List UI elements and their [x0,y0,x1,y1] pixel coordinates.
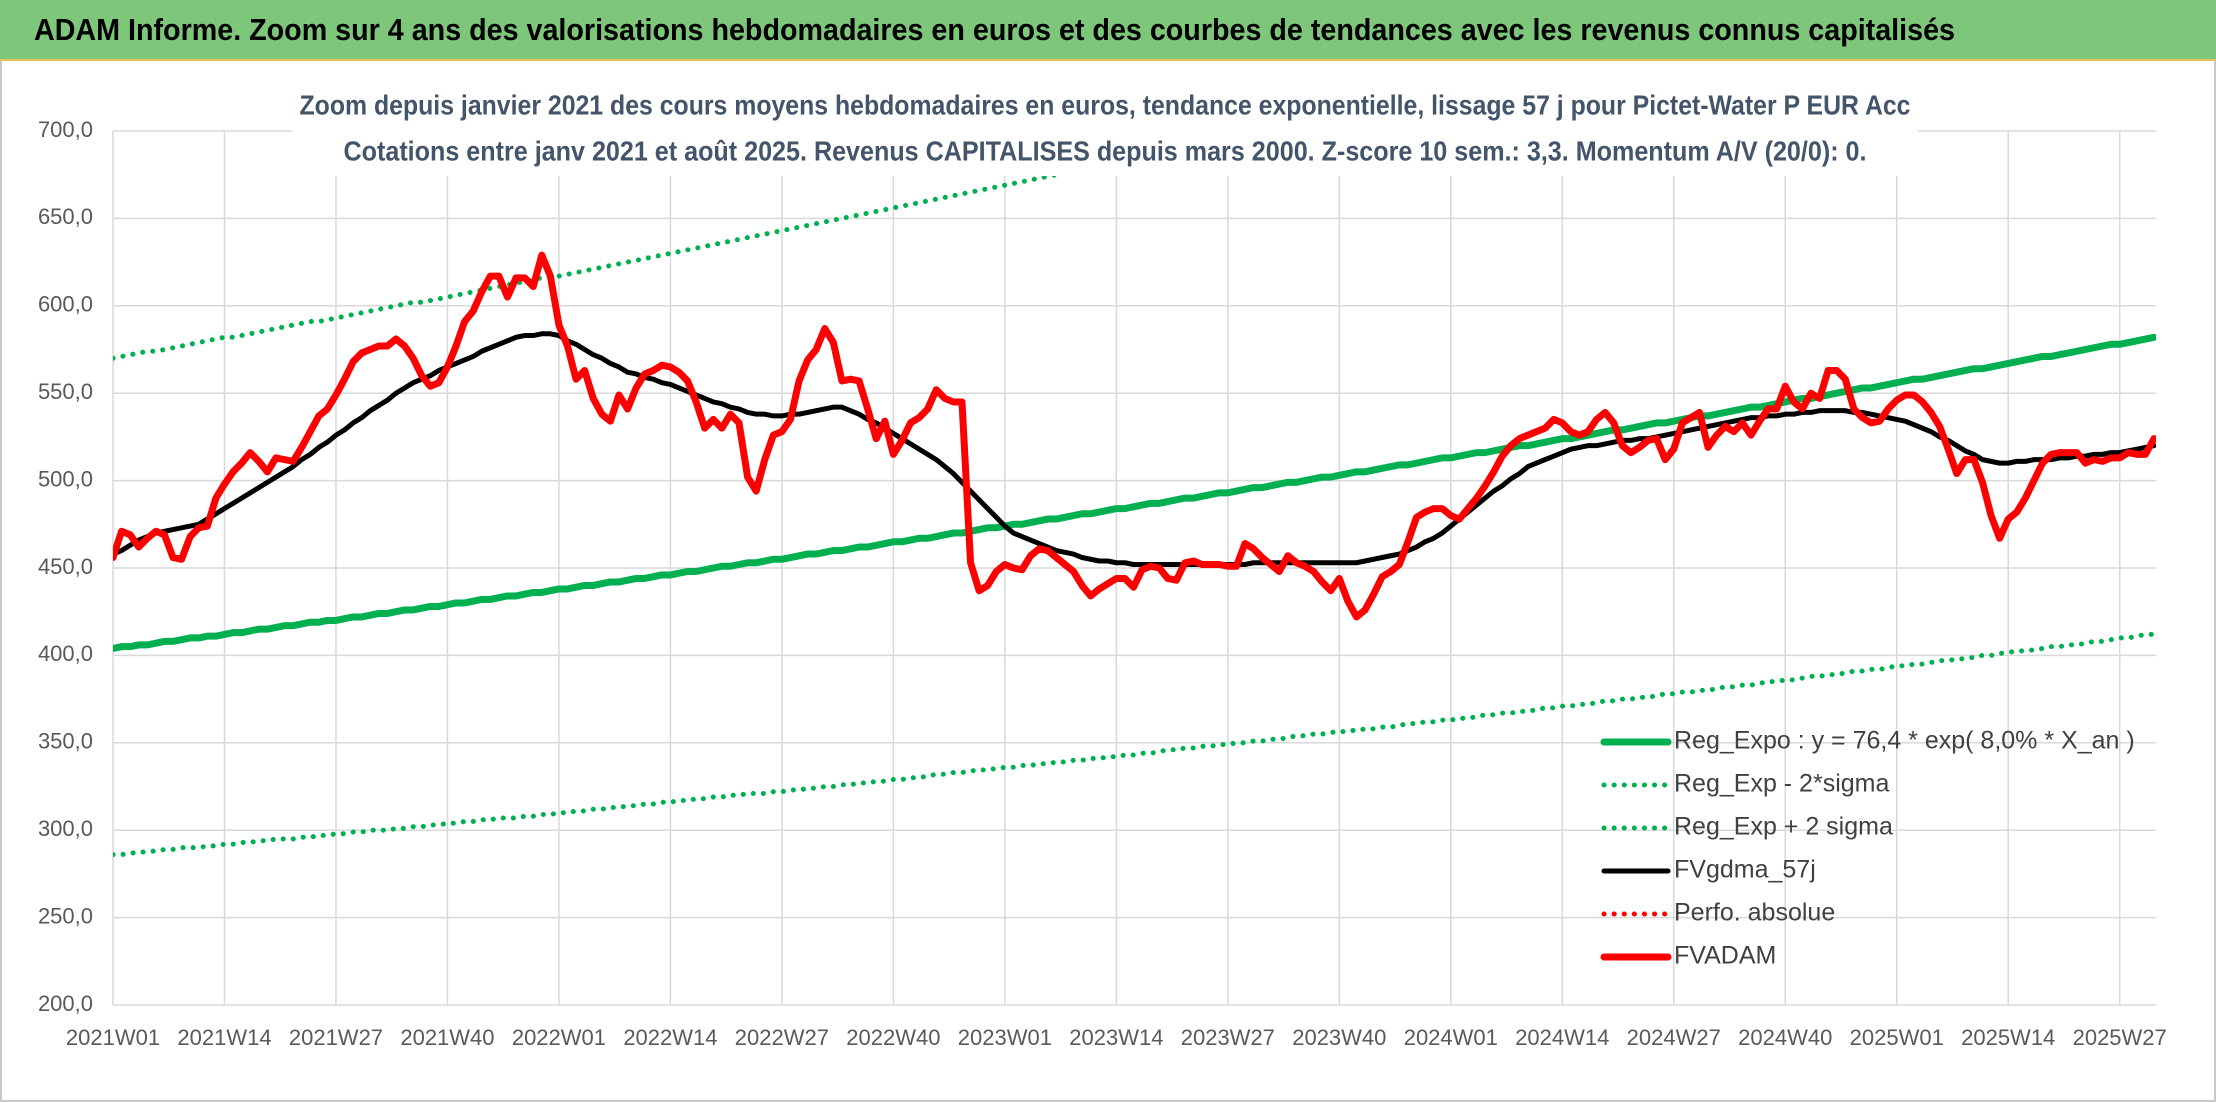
series-line [113,331,2156,567]
axes: 200,0 250,0 300,0 350,0 400,0 450,0 500,0 550,0… [38,117,2167,1050]
y-tick-label: 500,0 [38,466,93,491]
x-tick-label: 2023W01 [958,1025,1052,1050]
chart-subtitle: Cotations entre janv 2021 et août 2025. … [344,135,1867,166]
x-tick-label: 2023W27 [1181,1025,1275,1050]
series-line [113,631,2156,858]
legend-label: FVgdma_57j [1674,856,1816,884]
series-lines [113,131,2156,858]
x-tick-label: 2021W27 [289,1025,383,1050]
x-tick-label: 2022W01 [512,1025,606,1050]
x-tick-label: 2023W40 [1292,1025,1386,1050]
y-tick-label: 350,0 [38,729,93,754]
legend-label: Reg_Exp - 2*sigma [1674,770,1889,798]
legend-label: Reg_Exp + 2 sigma [1674,813,1893,841]
header-title: ADAM Informe. Zoom sur 4 ans des valoris… [34,12,1955,47]
y-tick-label: 600,0 [38,292,93,317]
y-tick-label: 450,0 [38,554,93,579]
y-tick-label: 700,0 [38,117,93,142]
x-tick-label: 2025W14 [1961,1025,2055,1050]
x-tick-label: 2024W14 [1515,1025,1609,1050]
x-tick-label: 2021W01 [66,1025,160,1050]
y-tick-label: 400,0 [38,641,93,666]
legend-label: FVADAM [1674,942,1776,970]
y-tick-label: 650,0 [38,204,93,229]
x-tick-label: 2024W40 [1738,1025,1832,1050]
chart-title: Zoom depuis janvier 2021 des cours moyen… [300,89,1911,120]
y-tick-label: 200,0 [38,991,93,1016]
x-tick-label: 2022W14 [623,1025,717,1050]
legend-label: Reg_Expo : y = 76,4 * exp( 8,0% * X_an ) [1674,727,2135,755]
x-tick-label: 2025W01 [1850,1025,1944,1050]
x-tick-label: 2025W27 [2073,1025,2167,1050]
y-tick-label: 550,0 [38,379,93,404]
x-tick-label: 2022W27 [735,1025,829,1050]
x-tick-label: 2024W27 [1627,1025,1721,1050]
legend-label: Perfo. absolue [1674,899,1835,927]
legend: Reg_Expo : y = 76,4 * exp( 8,0% * X_an )… [1600,727,2135,970]
x-tick-label: 2023W14 [1069,1025,1163,1050]
x-tick-label: 2024W01 [1404,1025,1498,1050]
title-box [292,84,1918,176]
y-tick-label: 300,0 [38,816,93,841]
x-tick-label: 2021W40 [400,1025,494,1050]
x-tick-label: 2021W14 [177,1025,271,1050]
x-tick-label: 2022W40 [846,1025,940,1050]
y-tick-label: 250,0 [38,903,93,928]
header-bar [0,0,2216,60]
grid [112,130,2156,1006]
series-line [113,251,2156,621]
